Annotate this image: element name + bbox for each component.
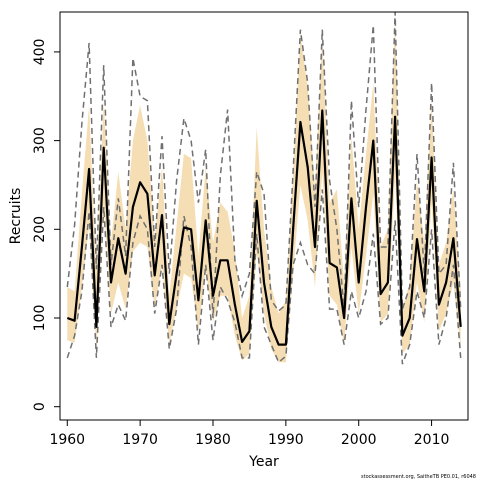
estimate-line-layer [66,109,462,346]
plot-frame [59,11,469,421]
dashed-lower-line [66,189,462,365]
y-tick-label: 100 [32,305,48,332]
x-tick-label: 1960 [49,432,85,448]
x-tick-label: 2000 [341,432,377,448]
x-axis-ticks: 1960 1970 1980 1990 2000 2010 [49,420,449,448]
y-tick-label: 200 [32,216,48,243]
x-axis-title: Year [248,454,279,470]
y-axis-ticks: 0 100 200 300 400 [32,39,60,411]
x-tick-label: 2010 [414,432,450,448]
x-tick-label: 1990 [268,432,304,448]
footnote: stockassessment.org, SaitheTB PE0.01, r6… [361,474,476,480]
y-tick-label: 0 [32,402,48,411]
y-axis-title: Recruits [8,188,24,245]
y-tick-label: 300 [32,127,48,154]
estimate-line [66,109,462,346]
x-tick-label: 1980 [195,432,231,448]
x-tick-label: 1970 [122,432,158,448]
y-tick-label: 400 [32,39,48,66]
